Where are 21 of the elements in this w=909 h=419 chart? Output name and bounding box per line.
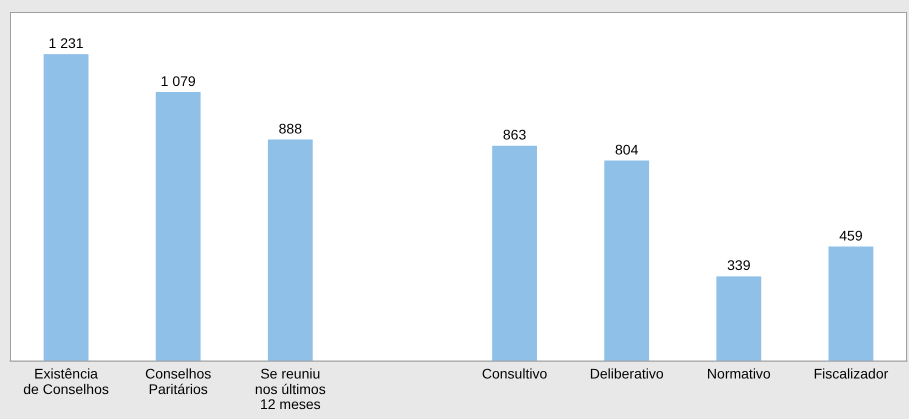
x-tick-label: Conselhos Paritários xyxy=(145,365,212,397)
data-label: 459 xyxy=(839,227,863,244)
data-label: 888 xyxy=(278,120,302,136)
bar xyxy=(604,160,650,361)
bar xyxy=(156,92,201,361)
x-tick-label: Fiscalizador xyxy=(814,365,889,382)
data-label: 1 231 xyxy=(48,34,84,51)
data-label: 1 079 xyxy=(160,72,196,89)
bar xyxy=(716,276,762,361)
bar xyxy=(828,246,874,361)
bar xyxy=(492,146,537,361)
x-tick-label: Existência de Conselhos xyxy=(23,365,109,397)
bar xyxy=(268,140,313,361)
data-label: 863 xyxy=(502,126,526,143)
x-tick-label: Deliberativo xyxy=(590,365,664,382)
x-tick-label: Se reuniu nos últimos 12 meses xyxy=(254,365,326,412)
data-label: 804 xyxy=(615,141,639,158)
bar xyxy=(44,54,88,361)
data-label: 339 xyxy=(727,257,751,274)
x-tick-label: Normativo xyxy=(706,365,771,382)
x-tick-label: Consultivo xyxy=(482,365,548,382)
